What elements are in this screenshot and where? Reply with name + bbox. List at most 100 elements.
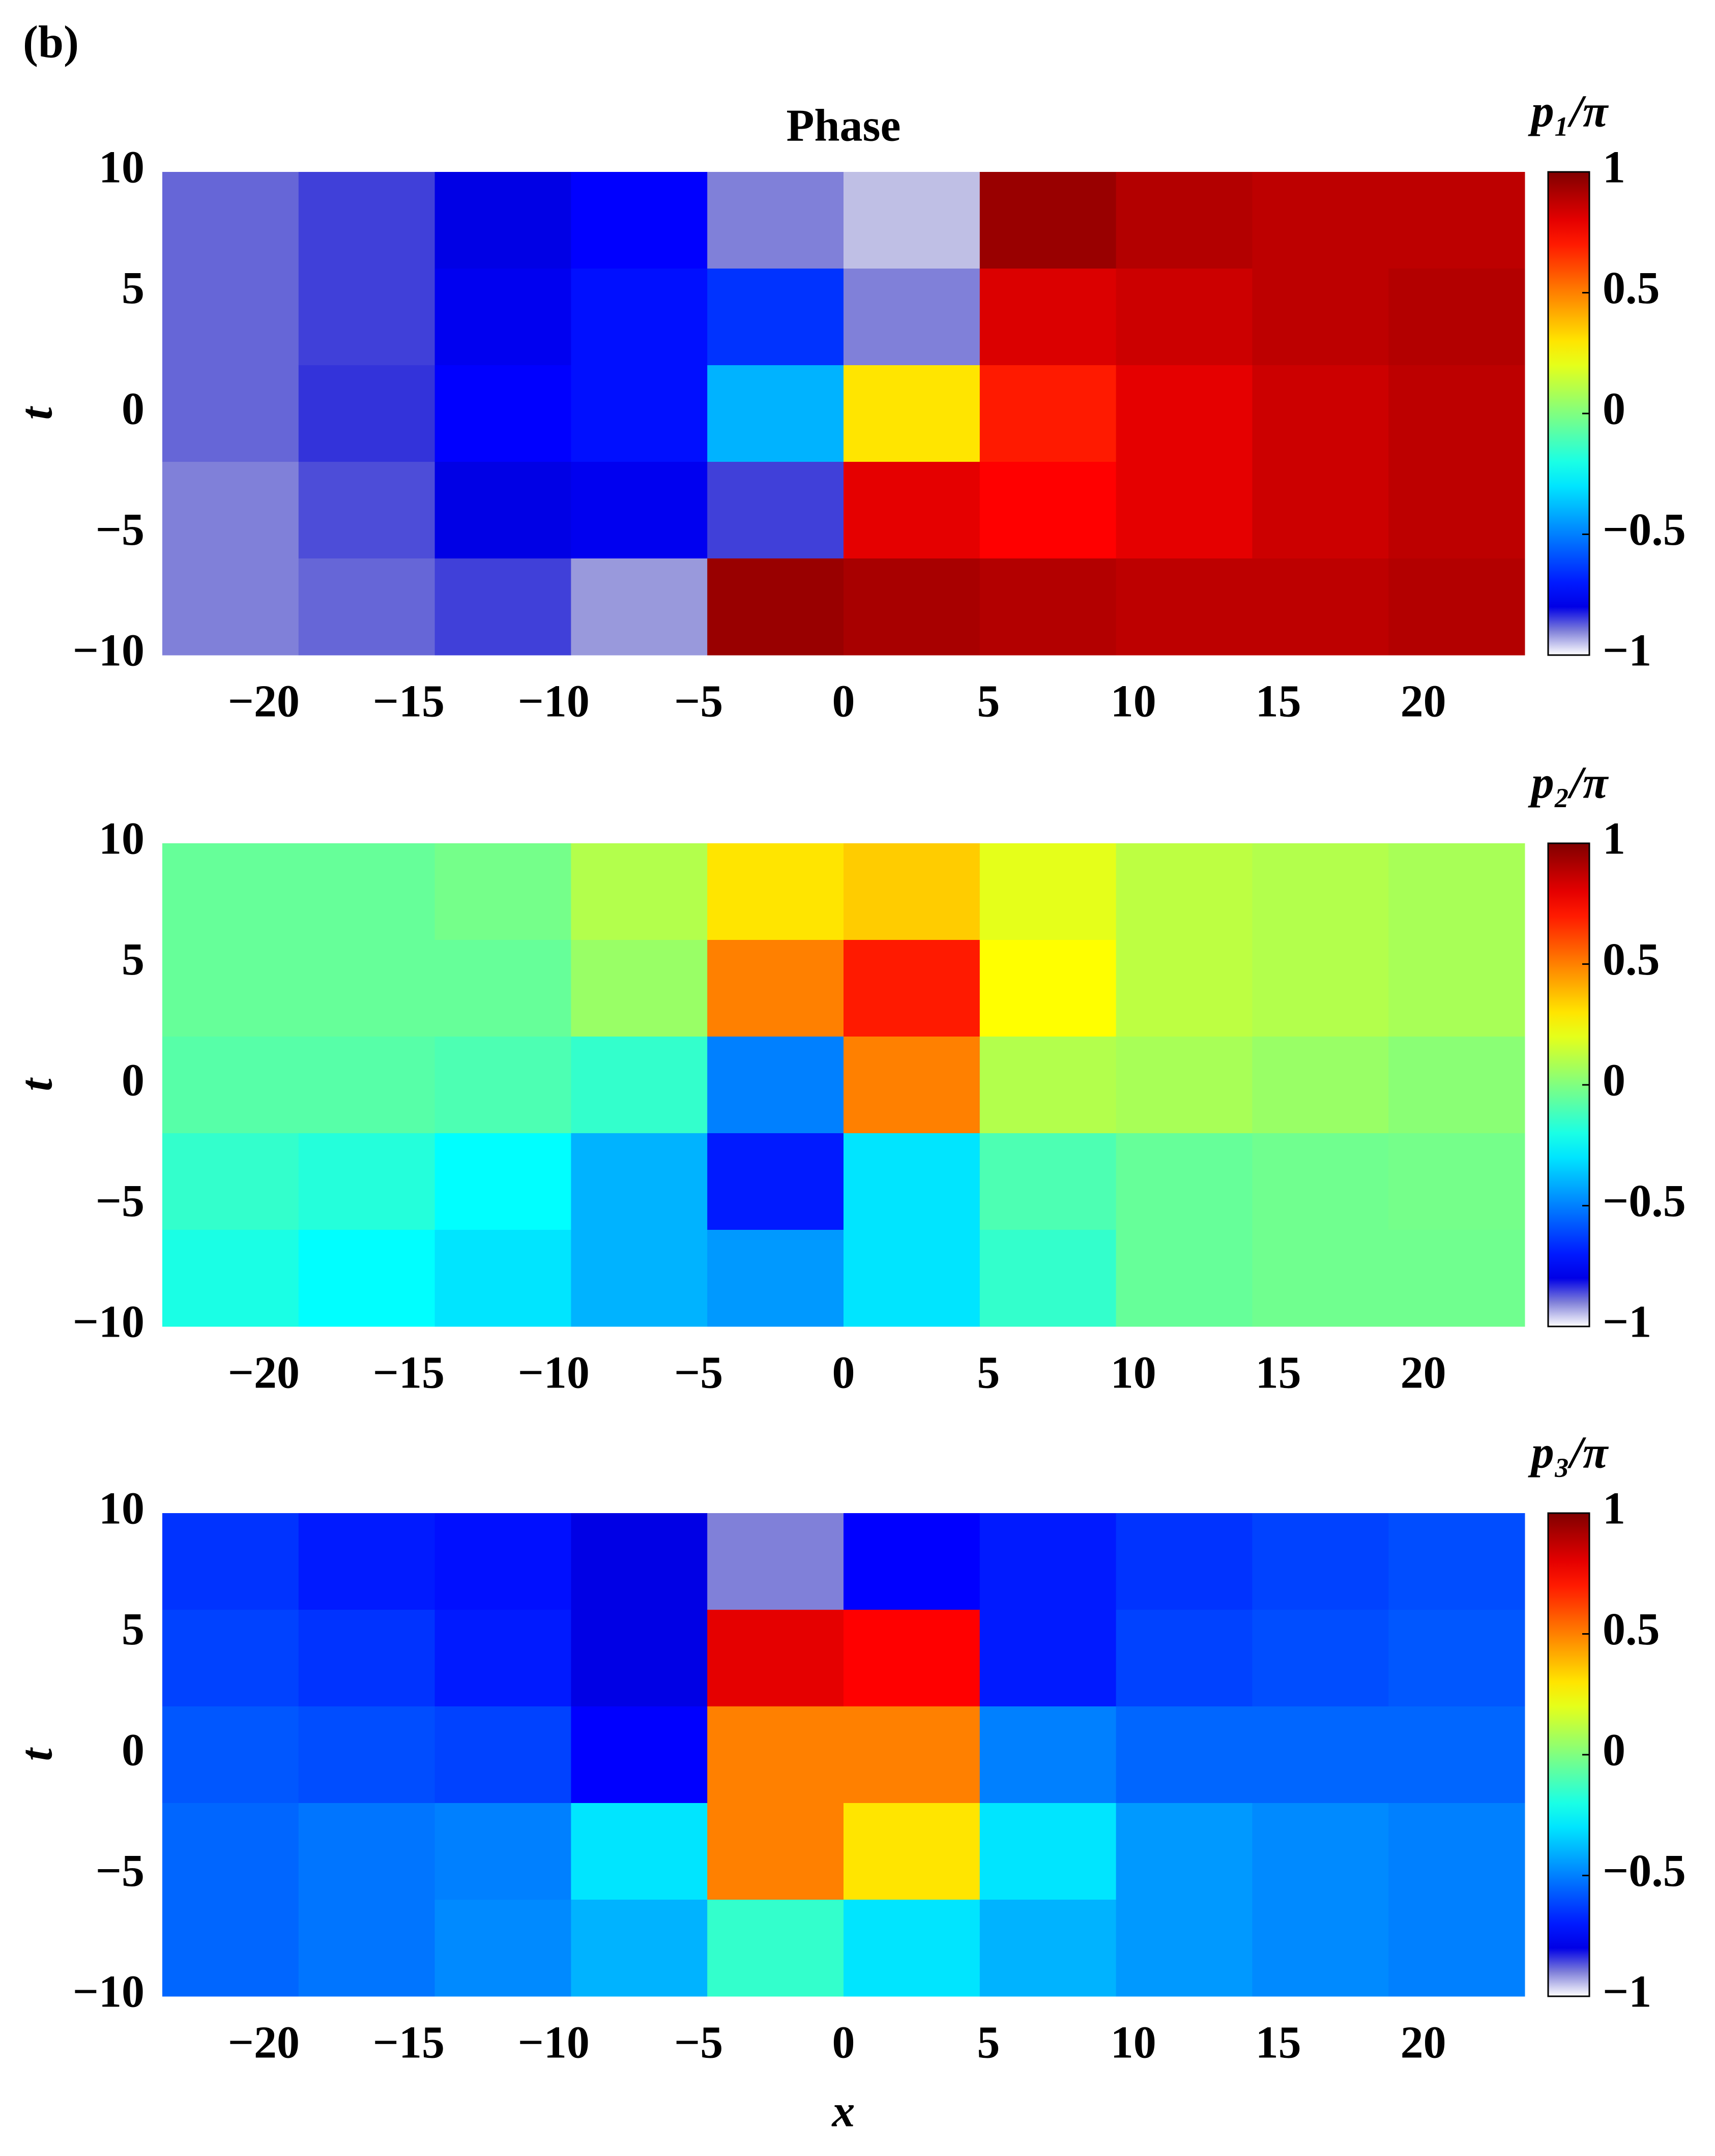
heatmap-cell — [844, 1706, 980, 1804]
colorbar-label: p₁/π — [1528, 86, 1609, 137]
heatmap-cell — [298, 1900, 435, 1997]
heatmap-cell — [979, 558, 1117, 656]
x-tick-label: 15 — [1256, 2018, 1301, 2068]
heatmap-cell — [1252, 1706, 1389, 1804]
x-tick-label: −5 — [674, 1348, 723, 1398]
colorbar-tick-label: −0.5 — [1603, 1176, 1686, 1226]
heatmap-cell — [1388, 1037, 1525, 1134]
heatmap-cell — [844, 1037, 980, 1134]
heatmap-cell — [298, 1513, 435, 1610]
heatmap-cell — [1388, 1133, 1525, 1230]
heatmap-cell — [1388, 558, 1525, 656]
y-axis-label: t — [12, 1747, 62, 1761]
heatmap-cell — [434, 843, 571, 940]
heatmap-cell — [162, 558, 299, 656]
heatmap-cell — [571, 172, 708, 269]
y-tick-label: 10 — [99, 142, 144, 193]
heatmap-cell — [1388, 1706, 1525, 1804]
heatmap-cell — [434, 1230, 571, 1327]
heatmap-cell — [1116, 1610, 1253, 1707]
heatmap-cell — [571, 843, 708, 940]
heatmap-cell — [979, 1230, 1117, 1327]
heatmap-cell — [434, 940, 571, 1037]
heatmap-cell — [1116, 269, 1253, 366]
heatmap-cell — [707, 1610, 844, 1707]
heatmap-cell — [571, 462, 708, 559]
heatmap-cell — [571, 940, 708, 1037]
heatmap-cell — [1252, 1230, 1389, 1327]
x-tick-label: −5 — [674, 2018, 723, 2068]
x-tick-label: 0 — [832, 2018, 855, 2068]
heatmap-cell — [162, 365, 299, 462]
heatmap-cell — [979, 1706, 1117, 1804]
colorbar-tick-label: 0.5 — [1603, 263, 1660, 313]
heatmap-cell — [1116, 558, 1253, 656]
heatmap-cell — [162, 1230, 299, 1327]
heatmap-cell — [1252, 1037, 1389, 1134]
x-tick-label: 10 — [1111, 1348, 1156, 1398]
heatmap-cell — [571, 365, 708, 462]
heatmap-cell — [162, 1900, 299, 1997]
y-tick-label: 0 — [122, 1055, 144, 1106]
heatmap-cell — [844, 1513, 980, 1610]
x-tick-label: 20 — [1401, 676, 1446, 727]
heatmap-cell — [1388, 365, 1525, 462]
heatmap-cell — [1252, 558, 1389, 656]
heatmap-cell — [707, 172, 844, 269]
heatmap-cell — [162, 1513, 299, 1610]
heatmap-cell — [707, 1900, 844, 1997]
heatmap-cell — [298, 1610, 435, 1707]
x-tick-label: −15 — [373, 1348, 445, 1398]
y-tick-label: 5 — [122, 934, 144, 985]
heatmap-cell — [1388, 843, 1525, 940]
heatmap-cell — [1252, 365, 1389, 462]
heatmap-cell — [979, 1133, 1117, 1230]
heatmap-cell — [1116, 1037, 1253, 1134]
y-axis-label: t — [12, 406, 62, 420]
x-tick-label: 0 — [832, 1348, 855, 1398]
x-tick-label: −10 — [518, 676, 590, 727]
heatmap-cell — [298, 843, 435, 940]
heatmap-cell — [1116, 1230, 1253, 1327]
heatmap-cell — [979, 1513, 1117, 1610]
heatmap-cell — [707, 1230, 844, 1327]
y-tick-label: −10 — [73, 626, 144, 676]
x-tick-label: −15 — [373, 676, 445, 727]
heatmap-cell — [434, 1900, 571, 1997]
heatmap-cell — [298, 172, 435, 269]
colorbar-tick-label: 1 — [1603, 1484, 1625, 1534]
heatmap-cell — [298, 1133, 435, 1230]
heatmap-cell — [844, 172, 980, 269]
heatmap-cell — [1388, 172, 1525, 269]
heatmap-cell — [844, 462, 980, 559]
heatmap-cell — [162, 1803, 299, 1900]
heatmap-cell — [434, 1610, 571, 1707]
colorbar-tick-label: 0 — [1603, 384, 1625, 434]
x-axis-label: x — [831, 2086, 855, 2137]
y-tick-label: −10 — [73, 1297, 144, 1347]
heatmap-cell — [571, 558, 708, 656]
heatmap-cell — [979, 172, 1117, 269]
heatmap-cell — [844, 365, 980, 462]
y-tick-label: 10 — [99, 814, 144, 864]
heatmap-cell — [844, 1900, 980, 1997]
x-tick-label: −10 — [518, 2018, 590, 2068]
heatmap-cell — [707, 1803, 844, 1900]
heatmap-cell — [162, 462, 299, 559]
y-tick-label: 10 — [99, 1484, 144, 1534]
heatmap-cell — [844, 843, 980, 940]
colorbar-label: p₂/π — [1528, 758, 1609, 808]
heatmap-cell — [979, 365, 1117, 462]
y-tick-label: −5 — [96, 1846, 144, 1896]
heatmap-cell — [844, 1133, 980, 1230]
heatmap-cell — [979, 269, 1117, 366]
y-tick-label: −5 — [96, 1176, 144, 1226]
heatmap-cell — [979, 940, 1117, 1037]
heatmap-cell — [707, 558, 844, 656]
heatmap-cell — [434, 365, 571, 462]
heatmap-cell — [844, 1230, 980, 1327]
x-tick-label: 5 — [977, 676, 1000, 727]
chart-title: Phase — [787, 101, 901, 151]
heatmap-cell — [298, 1037, 435, 1134]
